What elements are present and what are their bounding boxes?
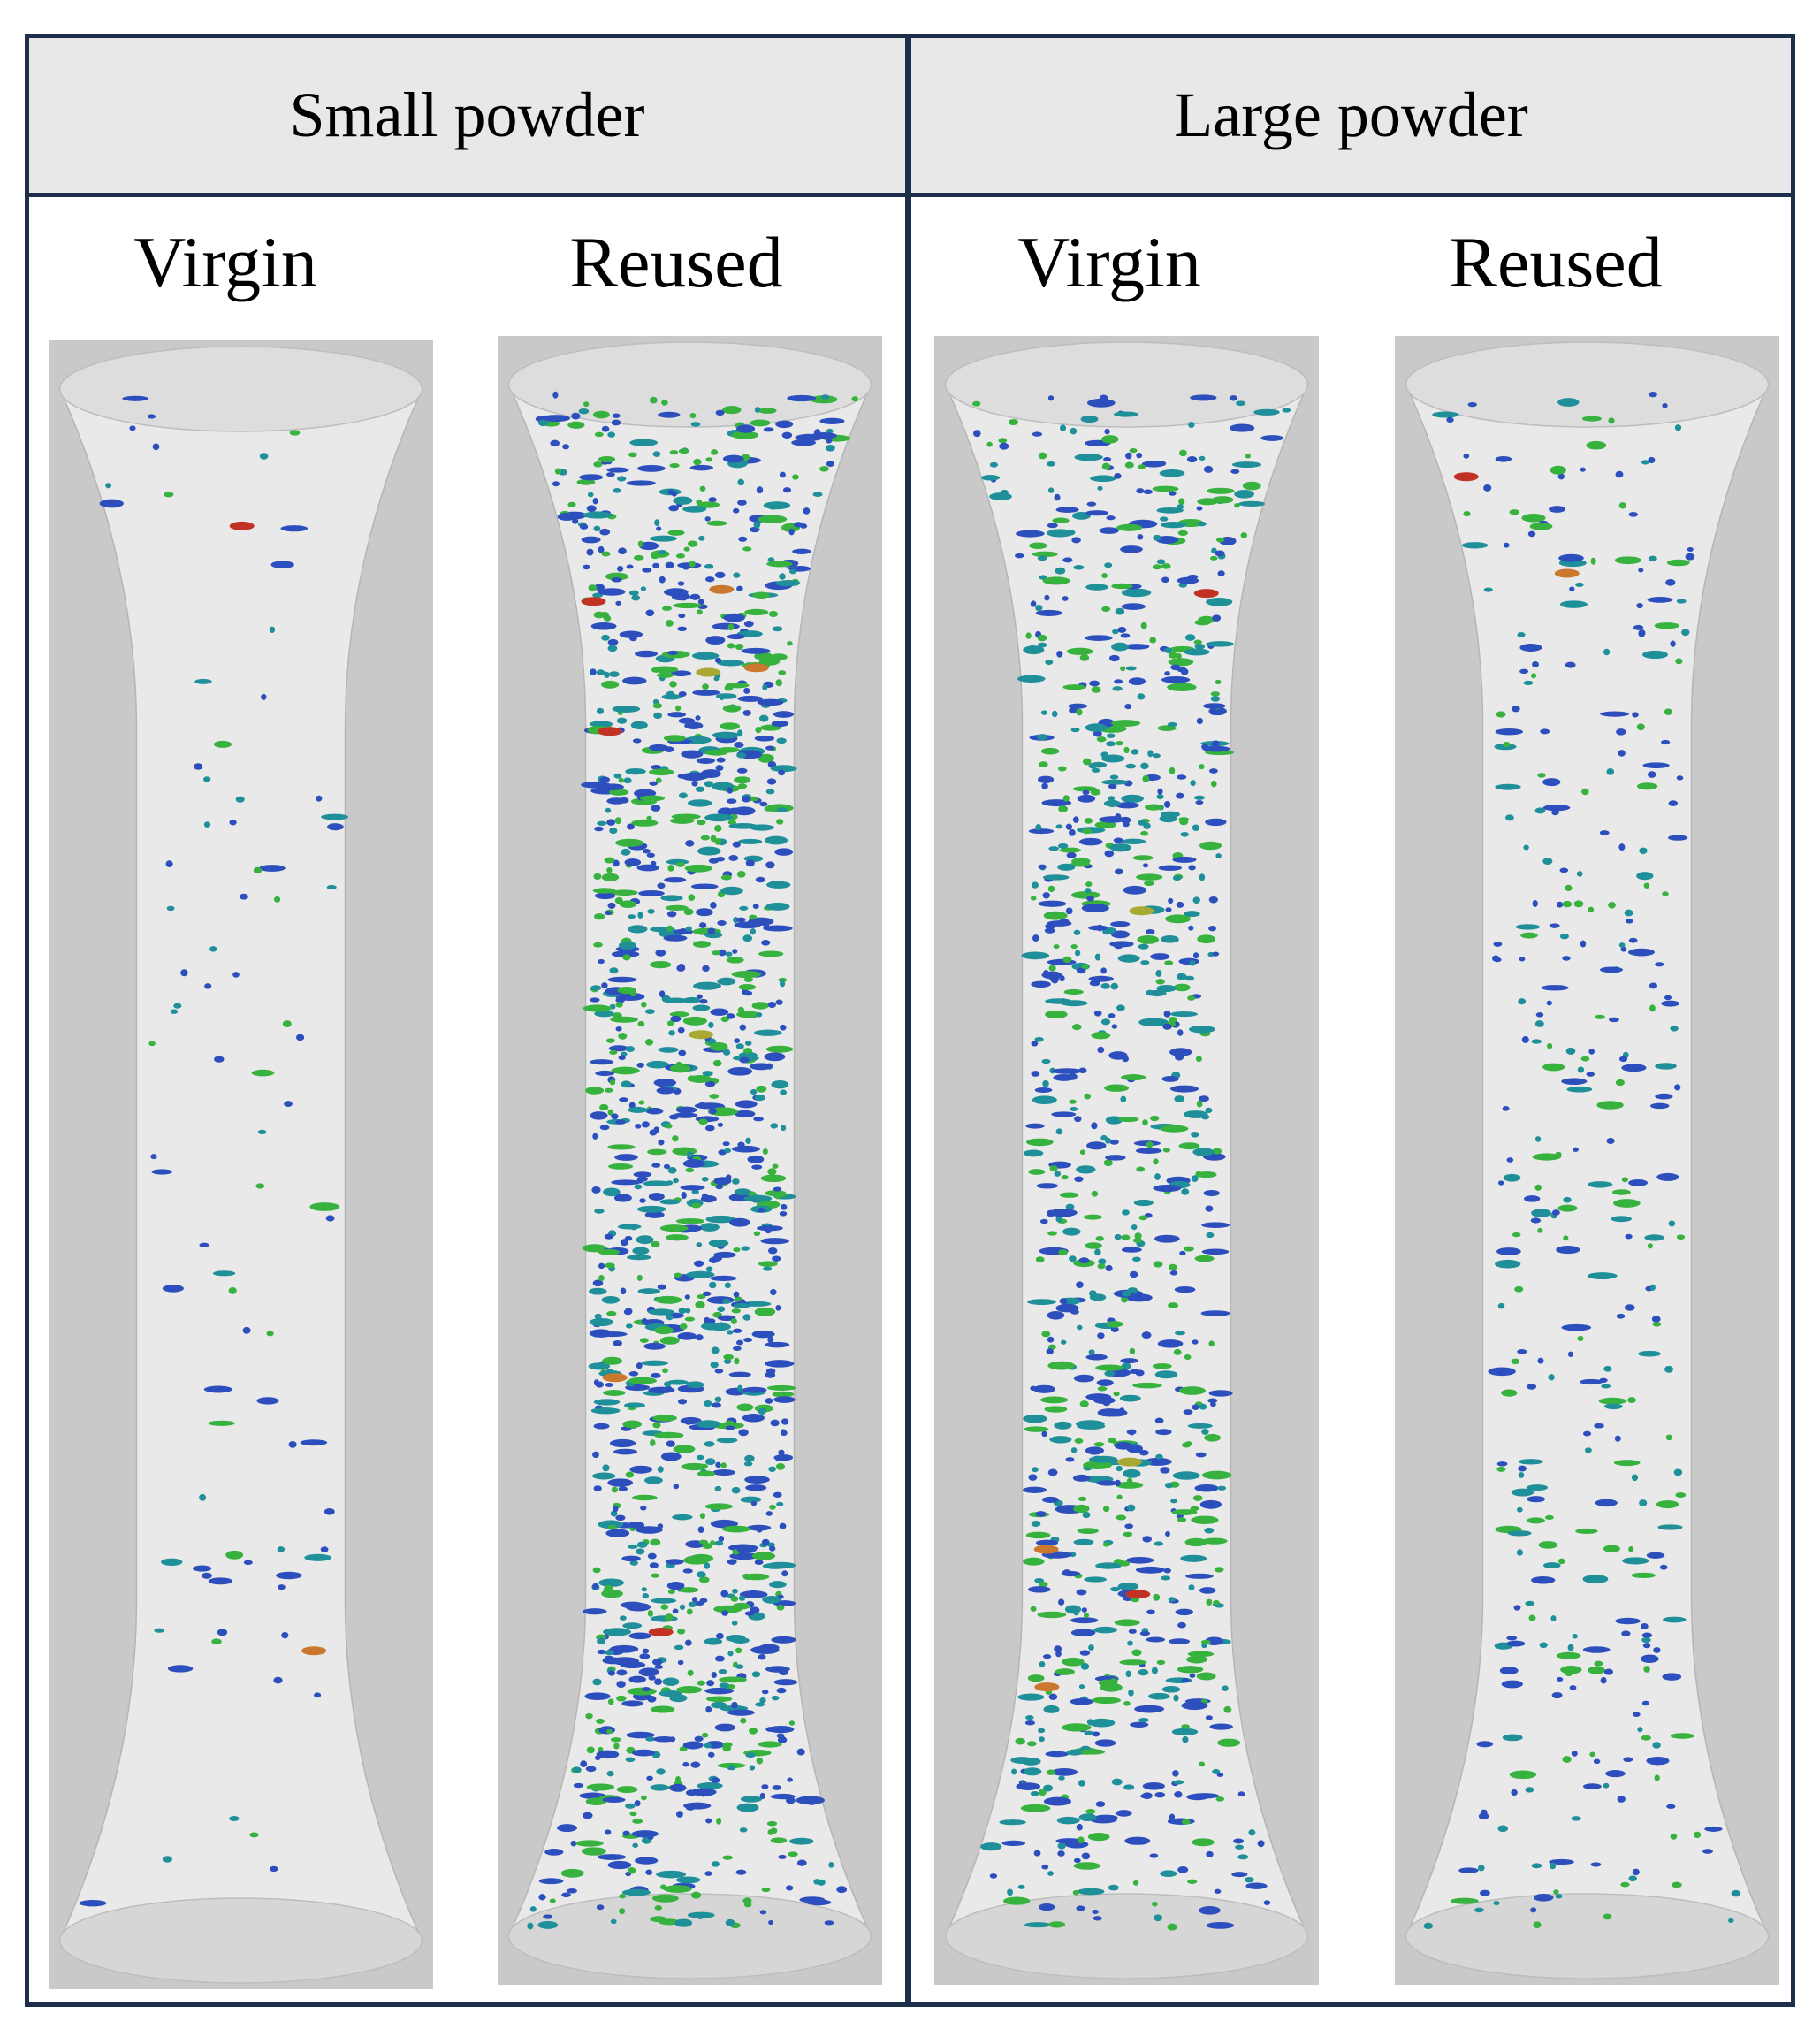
specimen-image-large-reused xyxy=(1395,336,1779,1985)
specimen-image-small-reused xyxy=(498,336,882,1985)
specimen-image-small-virgin xyxy=(49,340,433,1989)
column-label-large-virgin: Virgin xyxy=(1017,222,1201,302)
group-title-small-powder: Small powder xyxy=(29,38,905,197)
column-label-small-reused: Reused xyxy=(569,222,783,302)
column-label-large-reused: Reused xyxy=(1449,222,1663,302)
column-label-small-virgin: Virgin xyxy=(133,222,317,302)
group-title-large-powder: Large powder xyxy=(911,38,1791,197)
specimen-image-large-virgin xyxy=(934,336,1319,1985)
